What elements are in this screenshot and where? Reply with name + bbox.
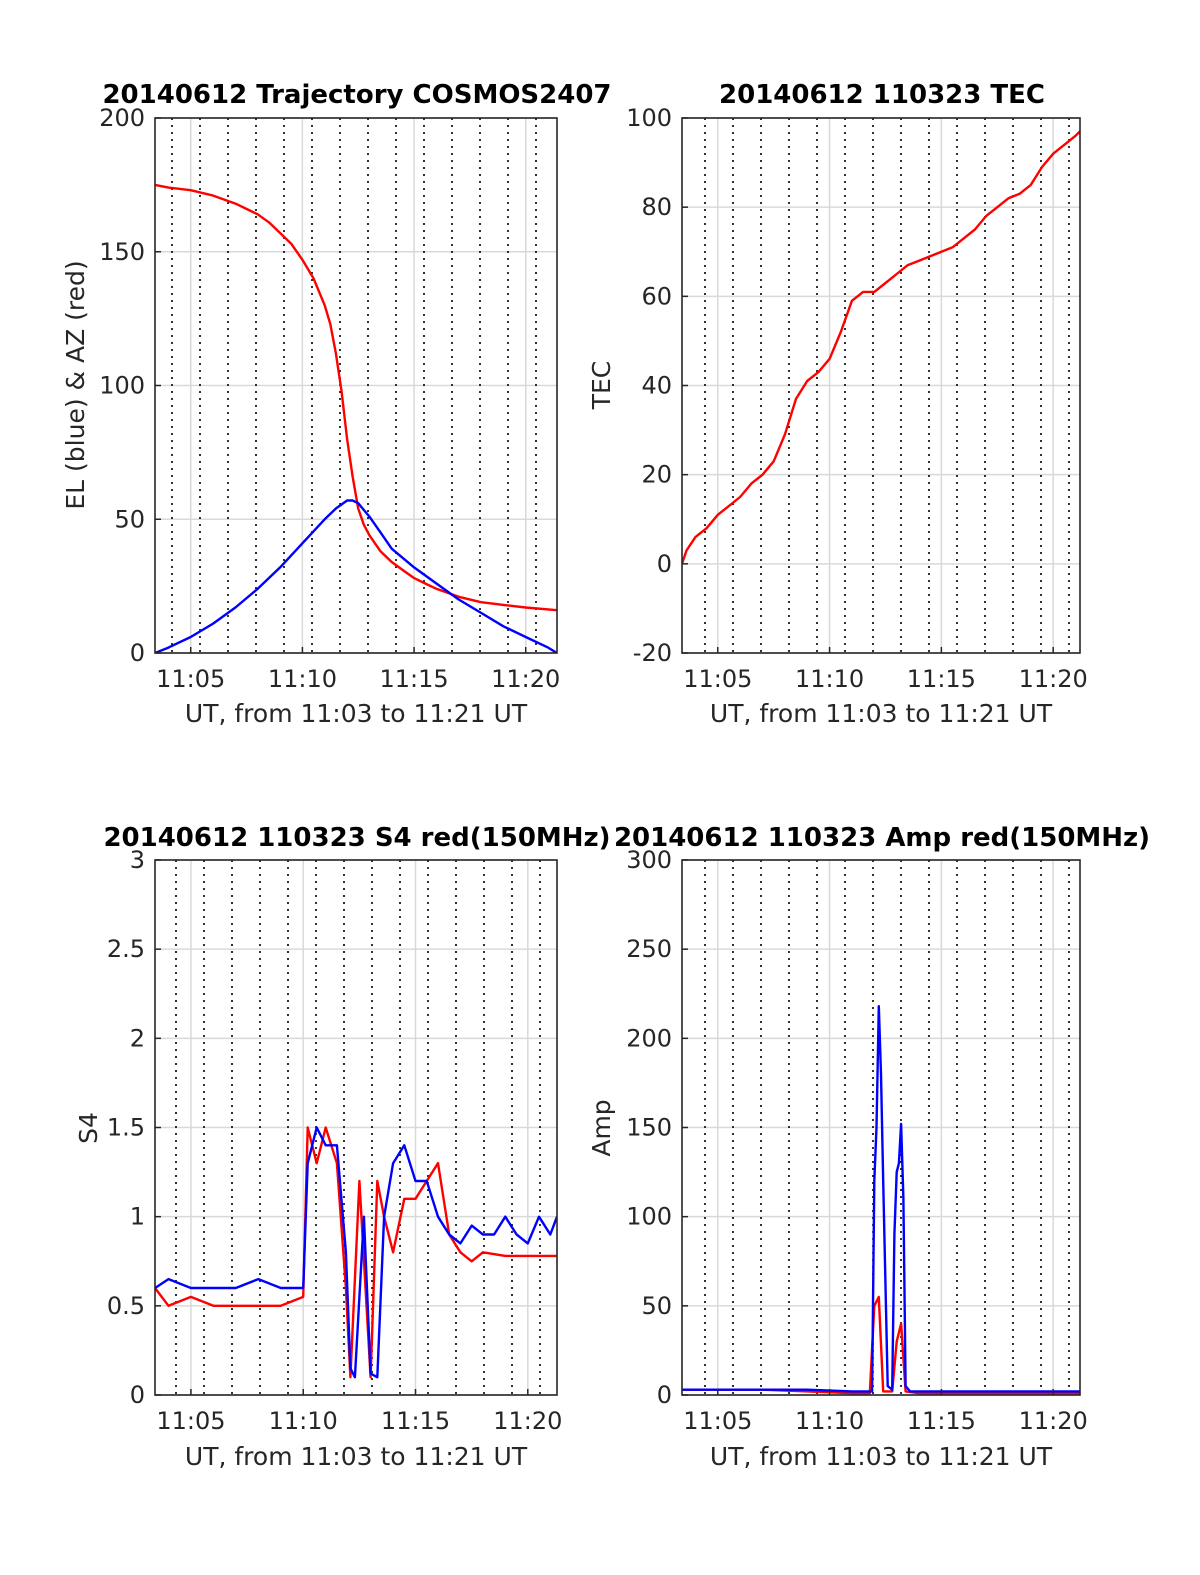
s4-title: 20140612 110323 S4 red(150MHz): [103, 823, 610, 853]
s4-series-group: [155, 1126, 557, 1379]
trajectory-xtick-label-2: 11:15: [379, 665, 448, 693]
trajectory-xtick-label-3: 11:20: [491, 665, 560, 693]
tec-panel: 20140612 110323 TEC -20 0 20 40 60 80 100 11:05…: [587, 80, 1088, 728]
tec-ytick-label-5: 80: [641, 193, 672, 221]
s4-ytick-label-1: 0.5: [107, 1292, 145, 1320]
tec-ytick-label-0: -20: [633, 639, 672, 667]
amp-series-group: [682, 1005, 1080, 1395]
trajectory-ytick-label-2: 100: [99, 372, 145, 400]
amp-xtick-label-0: 11:05: [683, 1407, 752, 1435]
tec-ytick-label-3: 40: [641, 372, 672, 400]
trajectory-ytick-label-1: 50: [114, 505, 145, 533]
trajectory-ytick-label-4: 200: [99, 104, 145, 132]
amp-ytick-label-4: 200: [626, 1024, 672, 1052]
trajectory-panel: 20140612 Trajectory COSMOS2407 0 50 100 150…: [61, 80, 612, 728]
tec-xtick-label-1: 11:10: [795, 665, 864, 693]
tec-xtick-label-0: 11:05: [683, 665, 752, 693]
tec-ytick-label-4: 60: [641, 282, 672, 310]
tec-xtick-label-2: 11:15: [907, 665, 976, 693]
s4-ytick-label-0: 0: [130, 1381, 145, 1409]
trajectory-series-group: [155, 183, 557, 653]
tec-plot-area: -20 0 20 40 60 80 100 11:05 11:10 11:15 11:20: [626, 104, 1088, 693]
amp-plot-area: 0 50 100 150 200 250 300 11:05 11:10 11:15 11:20: [626, 846, 1088, 1435]
tec-ytick-label-2: 20: [641, 461, 672, 489]
tec-title: 20140612 110323 TEC: [719, 80, 1045, 110]
amp-xtick-label-2: 11:15: [907, 1407, 976, 1435]
amp-ytick-label-5: 250: [626, 935, 672, 963]
s4-xtick-label-1: 11:10: [269, 1407, 338, 1435]
tec-series-red-line: [682, 130, 1080, 565]
s4-series-blue-line: [155, 1126, 557, 1379]
amp-xtick-label-3: 11:20: [1019, 1407, 1088, 1435]
amp-series-blue-line: [682, 1005, 1080, 1393]
s4-series-red-line: [155, 1126, 557, 1379]
tec-ytick-label-1: 0: [657, 550, 672, 578]
amp-ytick-label-6: 300: [626, 846, 672, 874]
amp-ytick-label-1: 50: [641, 1292, 672, 1320]
amp-ytick-label-0: 0: [657, 1381, 672, 1409]
amp-xtick-label-1: 11:10: [795, 1407, 864, 1435]
amp-title: 20140612 110323 Amp red(150MHz): [614, 823, 1150, 853]
tec-xtick-label-3: 11:20: [1019, 665, 1088, 693]
trajectory-series-blue-line: [155, 499, 557, 653]
s4-ytick-label-3: 1.5: [107, 1114, 145, 1142]
trajectory-xtick-label-1: 11:10: [268, 665, 337, 693]
amp-series-red-line: [682, 1295, 1080, 1395]
s4-xlabel: UT, from 11:03 to 11:21 UT: [185, 1442, 528, 1471]
amp-xlabel: UT, from 11:03 to 11:21 UT: [710, 1442, 1053, 1471]
s4-xtick-label-0: 11:05: [156, 1407, 225, 1435]
s4-ytick-label-4: 2: [130, 1024, 145, 1052]
s4-xtick-label-3: 11:20: [493, 1407, 562, 1435]
trajectory-ytick-label-3: 150: [99, 238, 145, 266]
trajectory-xtick-label-0: 11:05: [156, 665, 225, 693]
tec-ytick-label-6: 100: [626, 104, 672, 132]
s4-ytick-label-2: 1: [130, 1203, 145, 1231]
trajectory-ylabel: EL (blue) & AZ (red): [61, 260, 90, 509]
amp-ytick-label-2: 100: [626, 1203, 672, 1231]
trajectory-series-red-line: [155, 183, 557, 612]
s4-ylabel: S4: [74, 1112, 103, 1144]
tec-ylabel: TEC: [587, 361, 616, 411]
amp-ytick-label-3: 150: [626, 1114, 672, 1142]
s4-ytick-label-5: 2.5: [107, 935, 145, 963]
trajectory-xlabel: UT, from 11:03 to 11:21 UT: [185, 699, 528, 728]
trajectory-title: 20140612 Trajectory COSMOS2407: [102, 80, 611, 110]
trajectory-plot-area: 0 50 100 150 200 11:05 11:10 11:15 11:20: [99, 104, 560, 693]
s4-xtick-label-2: 11:15: [381, 1407, 450, 1435]
s4-panel: 20140612 110323 S4 red(150MHz) 0 0.5 1 1.5 2…: [74, 823, 611, 1471]
amp-panel: 20140612 110323 Amp red(150MHz) 0 50 100 15…: [587, 823, 1150, 1471]
tec-series-group: [682, 130, 1080, 565]
trajectory-ytick-label-0: 0: [130, 639, 145, 667]
amp-ylabel: Amp: [587, 1099, 616, 1156]
s4-ytick-label-6: 3: [130, 846, 145, 874]
tec-xlabel: UT, from 11:03 to 11:21 UT: [710, 699, 1053, 728]
s4-plot-area: 0 0.5 1 1.5 2 2.5 3 11:05 11:10 11:15 11:20: [107, 846, 563, 1435]
